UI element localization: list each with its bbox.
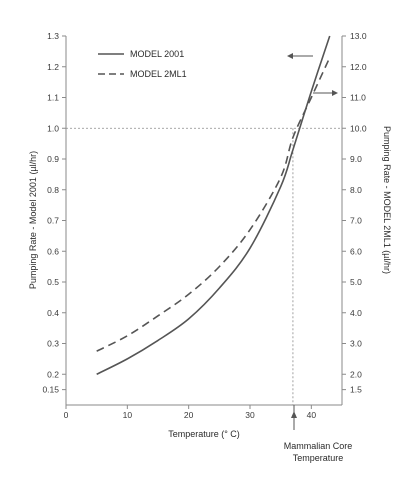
right-tick-label: 1.5 (350, 385, 362, 395)
right-tick-label: 9.0 (350, 154, 362, 164)
left-y-ticks: 1.3 1.2 1.1 1.0 0.9 0.8 0.7 0.6 0.5 0.4 0.3 0.2 0.15 (42, 31, 66, 395)
x-tick-label: 10 (123, 410, 133, 420)
left-tick-label: 0.3 (47, 339, 59, 349)
left-tick-label: 0.4 (47, 308, 59, 318)
legend: MODEL 2001 MODEL 2ML1 (98, 49, 187, 79)
right-tick-label: 13.0 (350, 31, 367, 41)
right-y-ticks: 13.0 12.0 11.0 10.0 9.0 8.0 7.0 6.0 5.0 4.0 3.0 2.0… (342, 31, 367, 395)
left-y-axis-title: Pumping Rate - Model 2001 (µl/hr) (28, 151, 38, 289)
x-tick-label: 0 (64, 410, 69, 420)
left-tick-label: 0.2 (47, 369, 59, 379)
left-tick-label: 1.1 (47, 93, 59, 103)
left-tick-label: 1.3 (47, 31, 59, 41)
right-tick-label: 4.0 (350, 308, 362, 318)
right-tick-label: 5.0 (350, 277, 362, 287)
right-y-axis-title: Pumping Rate - MODEL 2ML1 (µl/hr) (382, 126, 392, 274)
left-tick-label: 0.5 (47, 277, 59, 287)
x-tick-label: 20 (184, 410, 194, 420)
right-tick-label: 3.0 (350, 339, 362, 349)
right-tick-label: 10.0 (350, 123, 367, 133)
right-tick-label: 2.0 (350, 369, 362, 379)
right-tick-label: 8.0 (350, 185, 362, 195)
left-tick-label: 1.0 (47, 123, 59, 133)
x-ticks: 0 10 20 30 40 (64, 405, 317, 420)
annotation-line-2: Temperature (293, 453, 344, 463)
right-axis-arrow (313, 90, 338, 96)
left-tick-label: 0.6 (47, 246, 59, 256)
left-tick-label: 0.8 (47, 185, 59, 195)
left-tick-label: 0.9 (47, 154, 59, 164)
left-tick-label: 0.7 (47, 216, 59, 226)
left-tick-label: 1.2 (47, 62, 59, 72)
annotation-line-1: Mammalian Core (284, 441, 353, 451)
x-axis-title: Temperature (° C) (168, 429, 240, 439)
left-axis-arrow (287, 53, 313, 59)
reference-lines (66, 127, 342, 405)
right-tick-label: 11.0 (350, 93, 366, 103)
left-tick-label: 0.15 (42, 385, 59, 395)
x-tick-label: 30 (245, 410, 255, 420)
right-tick-label: 7.0 (350, 216, 362, 226)
right-tick-label: 12.0 (350, 62, 367, 72)
series-lines (96, 35, 331, 375)
legend-label-model-2ml1: MODEL 2ML1 (130, 69, 187, 79)
x-tick-label: 40 (307, 410, 317, 420)
right-tick-label: 6.0 (350, 246, 362, 256)
legend-label-model-2001: MODEL 2001 (130, 49, 184, 59)
annotation-arrowhead (291, 411, 297, 418)
series-line-model-2001 (96, 35, 331, 375)
series-line-model-2ml1 (96, 57, 331, 352)
